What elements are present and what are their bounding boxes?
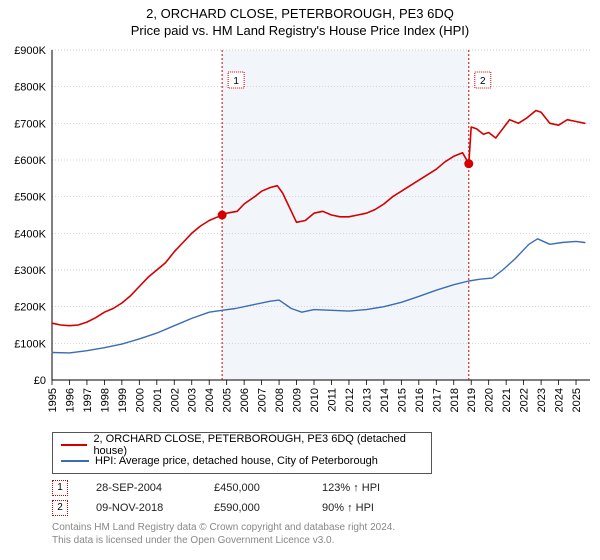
svg-text:£0: £0: [34, 375, 46, 387]
footer-attribution: Contains HM Land Registry data © Crown c…: [52, 522, 395, 547]
svg-text:1996: 1996: [64, 388, 76, 412]
txn-pct: 123% ↑ HPI: [322, 482, 412, 494]
svg-text:£800K: £800K: [14, 82, 46, 94]
svg-text:2010: 2010: [309, 388, 321, 412]
svg-text:2025: 2025: [571, 388, 583, 412]
svg-text:2005: 2005: [222, 388, 234, 412]
svg-text:£600K: £600K: [14, 155, 46, 167]
title-subtitle: Price paid vs. HM Land Registry's House …: [0, 23, 600, 38]
svg-text:£200K: £200K: [14, 302, 46, 314]
txn-date: 28-SEP-2004: [96, 482, 186, 494]
svg-text:2019: 2019: [466, 388, 478, 412]
svg-text:2001: 2001: [152, 388, 164, 412]
marker-badge: 1: [52, 480, 68, 496]
txn-date: 09-NOV-2018: [96, 502, 186, 514]
legend: 2, ORCHARD CLOSE, PETERBOROUGH, PE3 6DQ …: [52, 432, 432, 474]
svg-text:2018: 2018: [449, 388, 461, 412]
svg-text:2015: 2015: [396, 388, 408, 412]
legend-label: HPI: Average price, detached house, City…: [95, 455, 378, 467]
legend-item: HPI: Average price, detached house, City…: [61, 453, 423, 469]
svg-text:2003: 2003: [187, 388, 199, 412]
svg-text:2022: 2022: [519, 388, 531, 412]
svg-text:£400K: £400K: [14, 228, 46, 240]
svg-text:2012: 2012: [344, 388, 356, 412]
svg-text:2016: 2016: [414, 388, 426, 412]
svg-text:2007: 2007: [257, 388, 269, 412]
marker-badge: 2: [52, 500, 68, 516]
svg-text:2006: 2006: [239, 388, 251, 412]
table-row: 2 09-NOV-2018 £590,000 90% ↑ HPI: [52, 498, 412, 518]
line-chart: £0 £100K £200K £300K £400K £500K £600K £700K £80…: [0, 46, 600, 426]
svg-text:1997: 1997: [82, 388, 94, 412]
svg-text:1998: 1998: [99, 388, 111, 412]
svg-text:£900K: £900K: [14, 46, 46, 57]
svg-text:2011: 2011: [326, 388, 338, 412]
svg-text:1995: 1995: [47, 388, 59, 412]
svg-text:£500K: £500K: [14, 192, 46, 204]
svg-text:2002: 2002: [169, 388, 181, 412]
chart-area: £0 £100K £200K £300K £400K £500K £600K £700K £80…: [0, 46, 600, 426]
txn-pct: 90% ↑ HPI: [322, 502, 412, 514]
svg-text:2020: 2020: [484, 388, 496, 412]
svg-text:2024: 2024: [554, 388, 566, 412]
svg-text:2009: 2009: [292, 388, 304, 412]
svg-text:1: 1: [233, 76, 239, 87]
txn-price: £590,000: [214, 502, 294, 514]
legend-swatch: [61, 444, 87, 446]
svg-text:1999: 1999: [117, 388, 129, 412]
legend-label: 2, ORCHARD CLOSE, PETERBOROUGH, PE3 6DQ …: [93, 433, 423, 457]
svg-text:2008: 2008: [274, 388, 286, 412]
svg-text:£300K: £300K: [14, 265, 46, 277]
svg-text:2014: 2014: [379, 388, 391, 412]
transactions-table: 1 28-SEP-2004 £450,000 123% ↑ HPI 2 09-N…: [52, 478, 412, 518]
title-main: 2, ORCHARD CLOSE, PETERBOROUGH, PE3 6DQ: [0, 6, 600, 21]
svg-text:2023: 2023: [536, 388, 548, 412]
table-row: 1 28-SEP-2004 £450,000 123% ↑ HPI: [52, 478, 412, 498]
svg-text:2013: 2013: [361, 388, 373, 412]
txn-price: £450,000: [214, 482, 294, 494]
svg-text:2000: 2000: [134, 388, 146, 412]
footer-line: Contains HM Land Registry data © Crown c…: [52, 522, 395, 535]
legend-swatch: [61, 460, 89, 462]
svg-text:2021: 2021: [501, 388, 513, 412]
svg-text:2004: 2004: [204, 388, 216, 412]
svg-text:£700K: £700K: [14, 118, 46, 130]
svg-text:£100K: £100K: [14, 338, 46, 350]
svg-text:2017: 2017: [431, 388, 443, 412]
legend-item: 2, ORCHARD CLOSE, PETERBOROUGH, PE3 6DQ …: [61, 437, 423, 453]
svg-text:2: 2: [480, 76, 486, 87]
footer-line: This data is licensed under the Open Gov…: [52, 535, 395, 548]
